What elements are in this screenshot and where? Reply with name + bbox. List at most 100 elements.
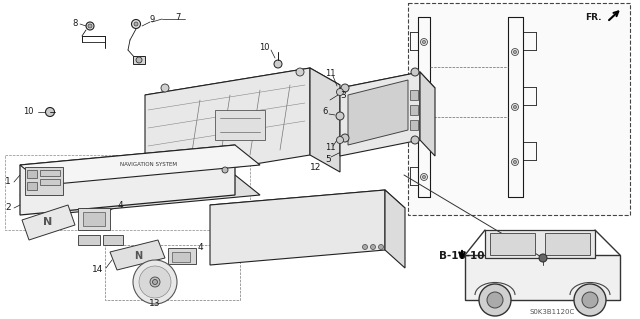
Circle shape — [511, 103, 518, 110]
Text: 11: 11 — [324, 144, 335, 152]
Bar — [78, 208, 110, 230]
Bar — [27, 170, 37, 178]
Bar — [5, 155, 250, 230]
Circle shape — [362, 244, 367, 249]
Circle shape — [152, 279, 157, 285]
Polygon shape — [22, 205, 75, 240]
Bar — [410, 90, 418, 100]
Circle shape — [420, 174, 428, 181]
Text: 4: 4 — [117, 201, 123, 210]
Text: 2: 2 — [5, 204, 11, 212]
Polygon shape — [210, 190, 405, 223]
Circle shape — [574, 284, 606, 316]
Circle shape — [336, 112, 344, 120]
Bar — [40, 179, 60, 185]
Text: N: N — [44, 217, 52, 227]
Bar — [545, 233, 590, 255]
Circle shape — [86, 22, 94, 30]
Polygon shape — [465, 255, 620, 300]
Text: S0K3B1120C: S0K3B1120C — [530, 309, 575, 315]
Bar — [27, 182, 37, 190]
Circle shape — [45, 108, 54, 116]
Polygon shape — [420, 72, 435, 156]
Circle shape — [411, 68, 419, 76]
Circle shape — [411, 136, 419, 144]
Circle shape — [341, 84, 349, 92]
Circle shape — [133, 260, 177, 304]
Text: 10: 10 — [23, 108, 33, 116]
Circle shape — [341, 134, 349, 142]
Bar — [410, 120, 418, 130]
Polygon shape — [310, 68, 340, 172]
Polygon shape — [20, 175, 260, 215]
Bar — [490, 233, 535, 255]
Bar — [83, 212, 105, 226]
Circle shape — [511, 159, 518, 166]
Circle shape — [222, 167, 228, 173]
Circle shape — [422, 175, 426, 179]
Polygon shape — [145, 68, 310, 182]
Circle shape — [422, 41, 426, 43]
Circle shape — [513, 106, 516, 108]
Text: 9: 9 — [149, 16, 155, 25]
Circle shape — [274, 60, 282, 68]
Polygon shape — [340, 72, 420, 156]
Circle shape — [131, 19, 141, 28]
Circle shape — [296, 68, 304, 76]
Circle shape — [513, 160, 516, 164]
Bar — [103, 235, 123, 245]
Circle shape — [134, 22, 138, 26]
Circle shape — [88, 24, 92, 28]
Text: 10: 10 — [259, 43, 270, 53]
Circle shape — [420, 129, 428, 136]
Text: NAVIGATION SYSTEM: NAVIGATION SYSTEM — [120, 162, 177, 167]
Polygon shape — [20, 145, 260, 185]
Text: B-16-10: B-16-10 — [439, 251, 484, 261]
Circle shape — [337, 88, 344, 95]
Text: 11: 11 — [324, 70, 335, 78]
Text: 14: 14 — [92, 265, 104, 275]
Text: 3: 3 — [340, 91, 346, 100]
Text: 1: 1 — [5, 177, 11, 187]
Circle shape — [150, 277, 160, 287]
Bar — [172, 252, 190, 262]
Text: 6: 6 — [323, 108, 328, 116]
Circle shape — [139, 266, 171, 298]
Text: FR.: FR. — [586, 13, 602, 23]
Polygon shape — [485, 230, 595, 258]
Text: 5: 5 — [325, 155, 331, 165]
Bar — [133, 56, 145, 64]
Circle shape — [420, 39, 428, 46]
Polygon shape — [348, 80, 408, 145]
Bar — [408, 3, 630, 215]
Bar — [168, 248, 196, 264]
Circle shape — [539, 254, 547, 262]
Polygon shape — [110, 240, 165, 270]
Text: N: N — [134, 251, 142, 261]
Polygon shape — [340, 72, 435, 104]
Circle shape — [479, 284, 511, 316]
Text: 12: 12 — [310, 164, 321, 173]
Polygon shape — [210, 190, 385, 265]
Circle shape — [371, 244, 376, 249]
Text: 7: 7 — [175, 12, 180, 21]
Polygon shape — [145, 68, 340, 112]
Circle shape — [582, 292, 598, 308]
Polygon shape — [20, 145, 235, 215]
Bar — [78, 235, 100, 245]
Bar — [215, 110, 265, 140]
Circle shape — [378, 244, 383, 249]
Circle shape — [161, 84, 169, 92]
Circle shape — [420, 84, 428, 91]
Text: 13: 13 — [149, 299, 161, 308]
Text: 4: 4 — [197, 243, 203, 253]
Text: 8: 8 — [72, 19, 77, 28]
Bar — [25, 167, 63, 195]
Circle shape — [511, 48, 518, 56]
Circle shape — [337, 137, 344, 144]
Polygon shape — [385, 190, 405, 268]
Circle shape — [513, 50, 516, 54]
Bar — [410, 105, 418, 115]
Circle shape — [136, 57, 142, 63]
Circle shape — [422, 85, 426, 88]
